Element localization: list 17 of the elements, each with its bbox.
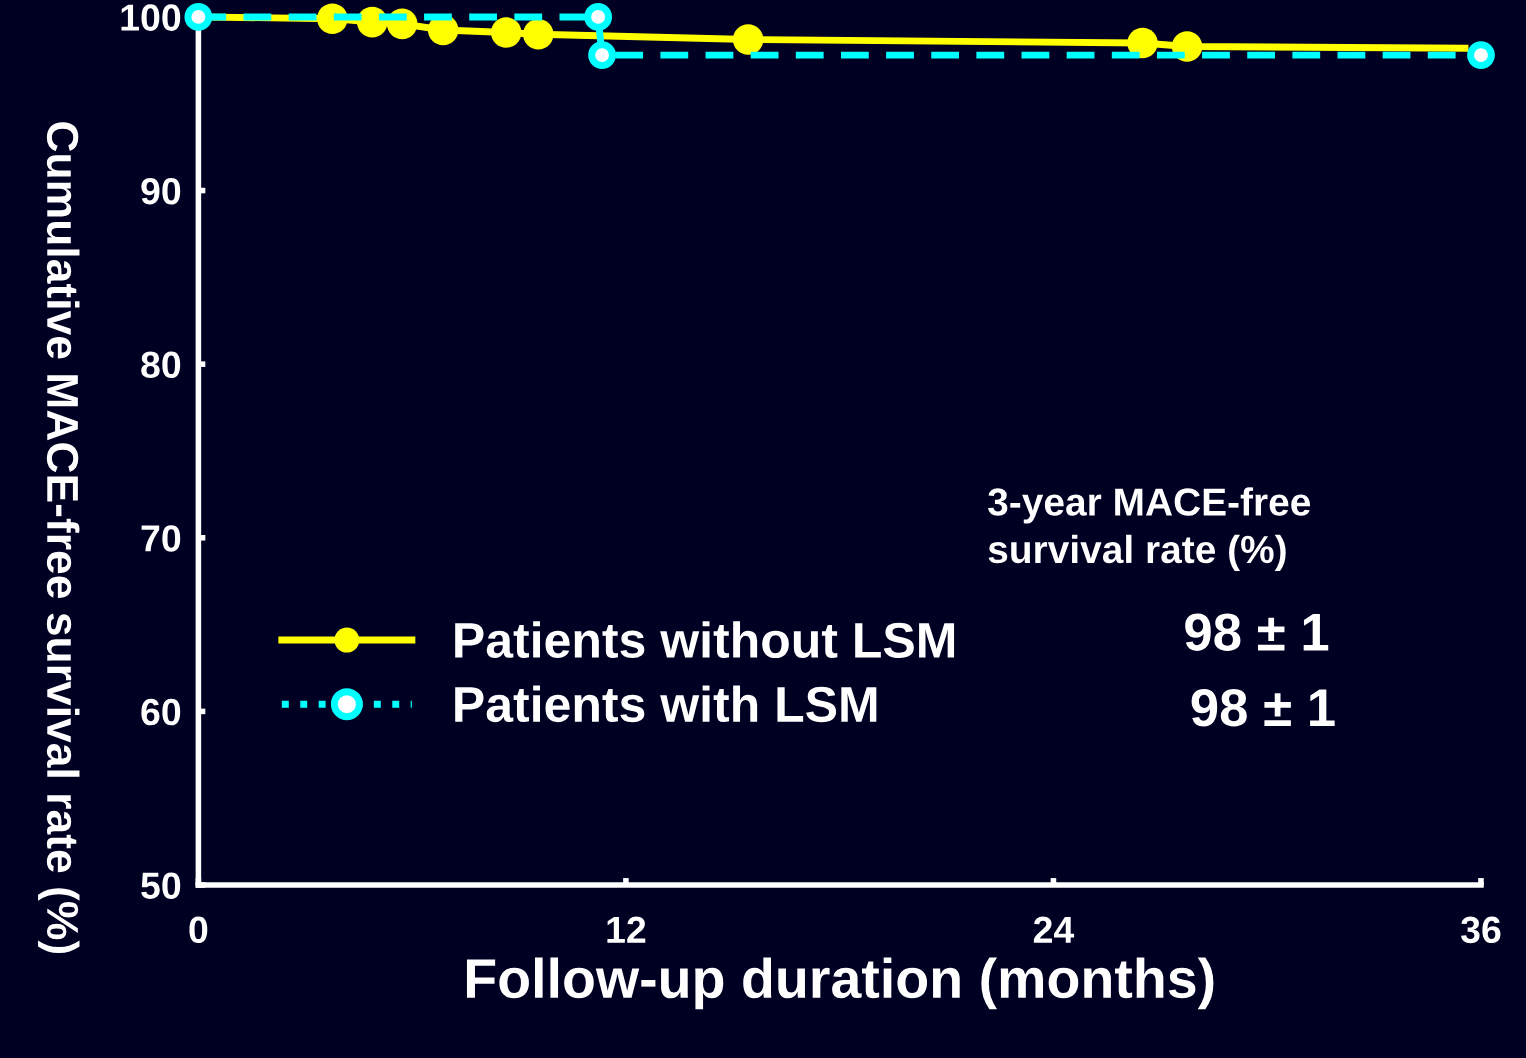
x-axis-title: Follow-up duration (months)	[466, 957, 1214, 1010]
x-tick-label: 12	[607, 916, 646, 943]
annotation: 98 ± 1	[1185, 613, 1329, 651]
y-tick-label: 60	[141, 698, 181, 726]
x-tick-label: 24	[1033, 916, 1075, 943]
x-tick-label: 36	[1460, 916, 1501, 944]
y-tick-label: 70	[141, 525, 181, 552]
y-tick-label: 90	[141, 177, 181, 205]
legend-label: Patients without LSM	[455, 621, 955, 659]
annotation: 3-year MACE-free survival rate (%)	[988, 487, 1311, 571]
y-tick-label: 80	[141, 351, 181, 379]
legend-label: Patients with LSM	[455, 685, 877, 723]
y-tick-label: 50	[141, 872, 181, 899]
y-axis-title: Cumulative MACE-free survival rate (%)	[38, 122, 80, 953]
annotation: 98 ± 1	[1191, 689, 1335, 727]
y-tick-label: 100	[121, 4, 181, 31]
x-tick-label: 0	[189, 916, 208, 944]
